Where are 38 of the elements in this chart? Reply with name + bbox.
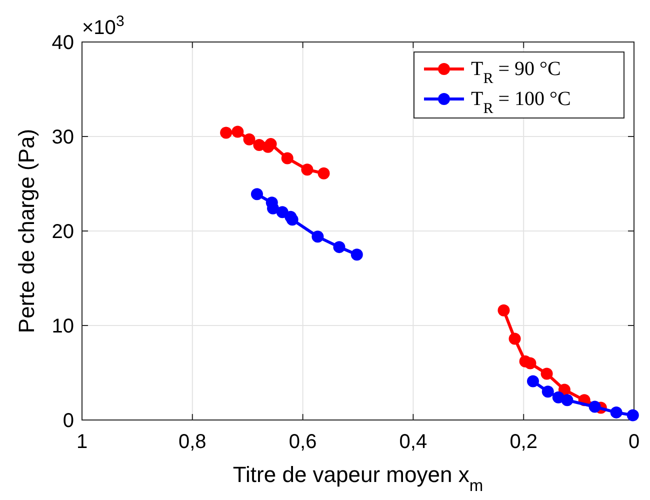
point [243,133,256,146]
y-tick-label: 10 [52,316,74,338]
y-tick-label: 30 [52,126,74,148]
y-tick-label: 20 [52,221,74,243]
x-tick-label: 0,2 [510,431,538,453]
y-axis-title: Perte de charge (Pa) [14,128,39,334]
point [626,409,639,422]
point [350,248,363,261]
point [524,357,536,370]
legend-label: T$_{R}$ = 90 °C [471,58,561,87]
point [220,126,232,139]
point [610,406,622,418]
y-tick-label: 0 [62,410,74,432]
point [232,126,244,138]
point [508,332,521,345]
point [542,386,554,398]
text: ×10$^{3}$ [82,12,124,39]
point [264,138,277,150]
x-tick-label: 0,4 [399,431,428,453]
legend-label: T$_{R}$ = 100 °C [471,88,571,117]
point [333,241,346,254]
y-tick-label: 40 [52,32,74,54]
point [526,375,539,388]
point [250,188,263,200]
point [301,164,314,176]
x-tick-label: 1 [76,431,88,453]
point [318,167,330,180]
point [281,152,294,164]
point [312,230,324,243]
point [540,368,553,380]
point [561,394,574,406]
point [286,214,298,226]
x-tick-label: 0,6 [288,431,317,453]
x-tick-label: 0 [628,431,640,453]
x-tick-label: 0,8 [178,431,206,453]
x-axis-title: Titre de vapeur moyen x$_{m}$ [232,462,484,495]
point [498,304,510,316]
point [588,400,601,413]
